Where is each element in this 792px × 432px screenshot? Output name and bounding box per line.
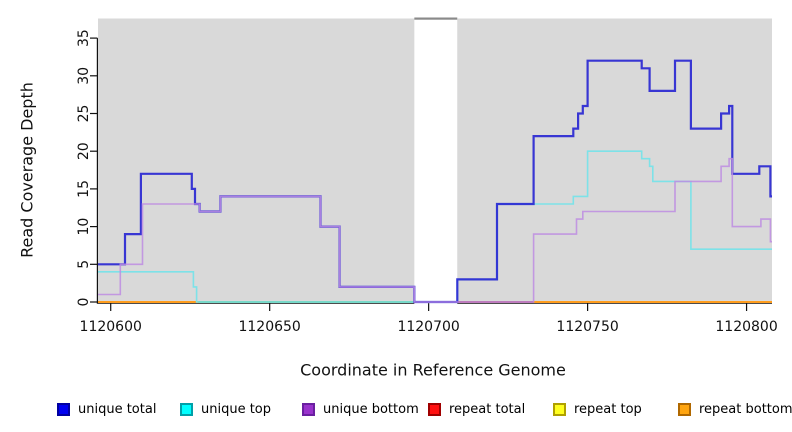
x-axis-title: Coordinate in Reference Genome [300,360,566,380]
x-tick-label: 1120750 [556,319,618,335]
y-tick-label: 35 [76,29,92,47]
y-axis-title: Read Coverage Depth [17,82,37,258]
x-tick-label: 1120650 [238,319,300,335]
coverage-gap-band [414,17,458,305]
x-tick-label: 1120700 [397,319,459,335]
y-tick-label: 30 [76,67,92,85]
y-tick-label: 5 [76,260,92,269]
x-tick-label: 1120800 [715,319,777,335]
coverage-gap-top-border [414,17,458,20]
x-tick-label: 1120600 [80,319,142,335]
y-tick-label: 10 [76,218,92,236]
y-tick-label: 0 [76,298,92,307]
y-tick-label: 15 [76,180,92,198]
y-tick-label: 20 [76,142,92,160]
series-unique-bottom [98,157,772,303]
y-tick-label: 25 [76,105,92,123]
series-unique-top [98,150,772,303]
